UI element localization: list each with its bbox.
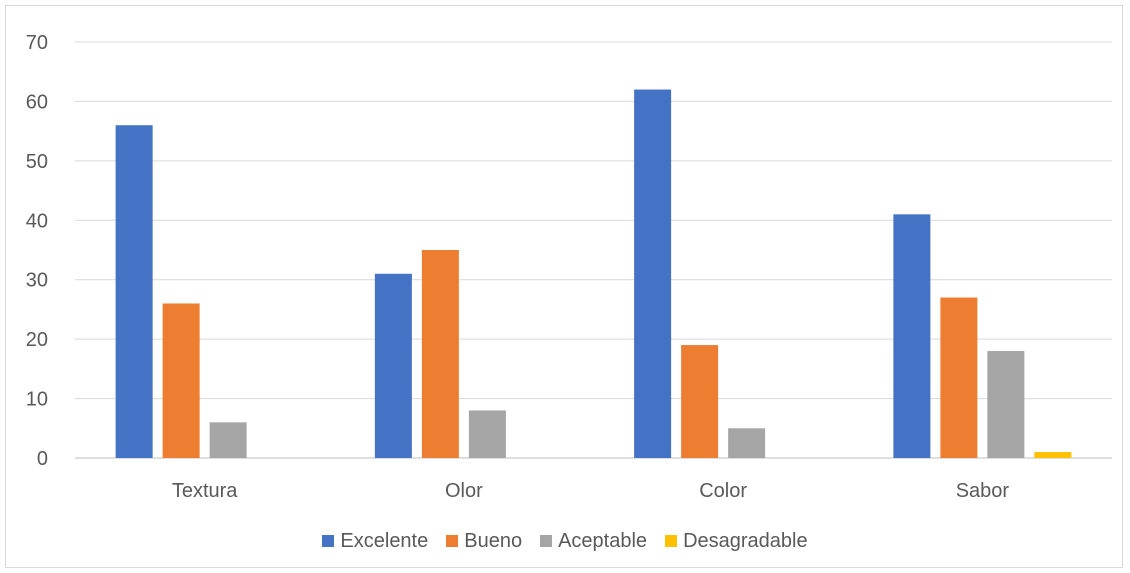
bar-bueno-olor <box>421 250 459 458</box>
bar-desagradable-sabor <box>1034 452 1072 458</box>
y-tick-label: 30 <box>26 270 48 292</box>
x-category-label: Textura <box>172 480 238 502</box>
x-axis-categories: Textura Olor Color Sabor <box>172 480 1010 502</box>
legend-item: Aceptable <box>540 530 647 553</box>
legend-label: Desagradable <box>683 529 808 552</box>
legend-item: Bueno <box>446 530 522 553</box>
chart-frame <box>5 5 1123 568</box>
x-category-label: Sabor <box>956 480 1010 502</box>
legend-swatch <box>322 535 335 547</box>
legend-label: Excelente <box>340 529 429 552</box>
bars <box>115 89 1072 459</box>
bar-bueno-textura <box>162 303 200 458</box>
y-tick-label: 50 <box>26 151 48 173</box>
bar-aceptable-sabor <box>987 351 1025 458</box>
bar-excelente-sabor <box>893 214 931 458</box>
legend-label: Aceptable <box>558 529 648 552</box>
bar-bueno-sabor <box>940 297 978 458</box>
y-tick-label: 10 <box>26 389 48 411</box>
y-tick-label: 70 <box>26 32 48 54</box>
legend-label: Bueno <box>464 529 523 552</box>
bar-excelente-color <box>634 89 672 459</box>
bar-aceptable-textura <box>209 422 247 458</box>
y-tick-label: 0 <box>37 448 48 470</box>
legend-swatch <box>540 535 553 547</box>
x-category-label: Color <box>699 480 747 502</box>
y-axis-ticks: 0 10 20 30 40 50 60 70 <box>26 32 48 470</box>
gridlines <box>75 41 1112 459</box>
legend-item: Excelente <box>322 530 428 553</box>
legend: Excelente Bueno Aceptable Desagradable <box>0 526 1130 556</box>
x-category-label: Olor <box>445 480 483 502</box>
bar-aceptable-olor <box>468 410 506 458</box>
y-tick-label: 40 <box>26 210 48 232</box>
legend-swatch <box>665 535 678 547</box>
y-tick-label: 60 <box>26 91 48 113</box>
bar-bueno-color <box>681 345 719 458</box>
legend-swatch <box>446 535 459 547</box>
bar-excelente-olor <box>374 273 412 458</box>
y-tick-label: 20 <box>26 329 48 351</box>
legend-item: Desagradable <box>665 530 808 553</box>
bar-aceptable-color <box>728 428 766 458</box>
bar-excelente-textura <box>115 125 153 458</box>
